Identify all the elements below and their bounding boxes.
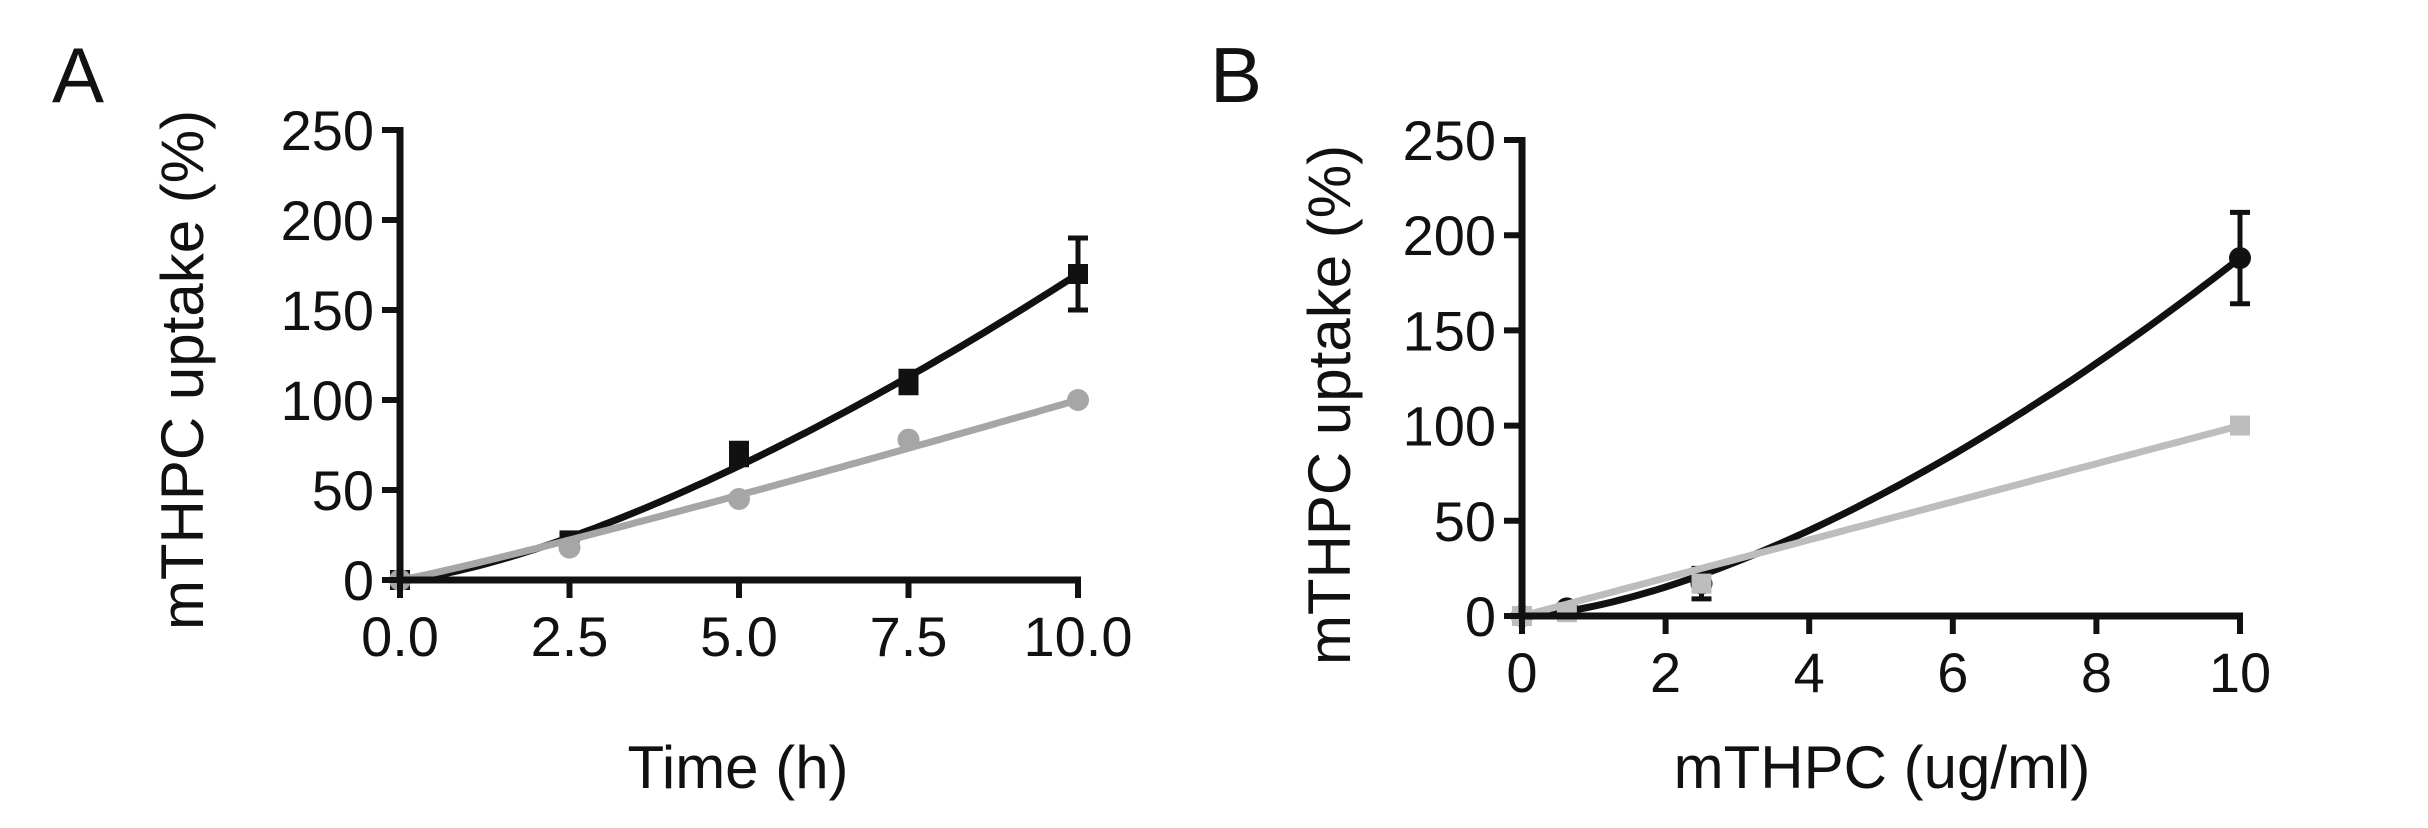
panel-a-y-tick-label: 50 xyxy=(312,459,374,522)
panel-b-grey-point xyxy=(1691,573,1712,594)
panel-a-ticks: 0 50 100 150 200 250 0.0 2.5 5.0 7.5 10.0 xyxy=(281,99,1133,668)
panel-a-y-tick-label: 150 xyxy=(281,279,374,342)
panel-b-grey-fit-line xyxy=(1518,422,2244,620)
panel-b-ticks: 0 50 100 150 200 250 0 2 4 6 8 10 xyxy=(1403,109,2272,704)
panel-a-grey-point xyxy=(897,428,920,451)
panel-b-y-tick-label: 100 xyxy=(1403,395,1496,458)
panel-b-x-tick-label: 6 xyxy=(1937,641,1968,704)
panel-b-x-tick-label: 8 xyxy=(2081,641,2112,704)
panel-b-grey-point xyxy=(2230,415,2250,436)
panel-a-x-tick-label: 7.5 xyxy=(870,605,948,668)
panel-b-x-tick-label: 0 xyxy=(1506,641,1537,704)
panel-a-x-tick-label: 5.0 xyxy=(700,605,778,668)
panel-a-y-axis-title: mTHPC uptake (%) xyxy=(149,110,216,630)
panel-a-black-point xyxy=(898,372,919,392)
panel-b-black-fit-line xyxy=(1518,254,2244,620)
panel-b-x-tick-label: 2 xyxy=(1650,641,1681,704)
panel-b-series xyxy=(1511,209,2251,627)
panel-a-grey-point xyxy=(728,488,750,510)
panel-b-x-tick-label: 10 xyxy=(2209,641,2271,704)
panel-a-black-point xyxy=(1068,264,1088,284)
panel-b-y-tick-label: 200 xyxy=(1403,204,1496,267)
panel-a: A 0 50 100 150 200 250 0.0 2.5 5.0 7.5 10.0 Time (… xyxy=(52,31,1133,801)
panel-b-y-tick-label: 50 xyxy=(1434,490,1496,553)
panel-a-x-tick-label: 10.0 xyxy=(1024,605,1133,668)
panel-b-black-point xyxy=(2229,247,2251,270)
panel-b-y-tick-label: 250 xyxy=(1403,109,1496,172)
panel-b-y-axis-title: mTHPC uptake (%) xyxy=(1296,145,1363,665)
panel-a-y-tick-label: 200 xyxy=(281,189,374,252)
panel-b-x-axis-title: mTHPC (ug/ml) xyxy=(1674,734,2091,801)
panel-a-series xyxy=(389,235,1089,591)
panel-a-black-point xyxy=(729,444,749,464)
panel-a-grey-point xyxy=(558,536,581,559)
panel-b-y-tick-label: 150 xyxy=(1403,299,1496,362)
panel-label-b: B xyxy=(1210,31,1262,119)
panel-b: B 0 50 100 150 200 250 0 2 4 6 8 10 mTHPC (ug/ml) m… xyxy=(1210,31,2271,801)
panel-a-y-tick-label: 250 xyxy=(281,99,374,162)
panel-b-x-tick-label: 4 xyxy=(1794,641,1825,704)
panel-a-x-axis-title: Time (h) xyxy=(627,734,848,801)
panel-a-y-tick-label: 100 xyxy=(281,369,374,432)
panel-a-x-tick-label: 0.0 xyxy=(361,605,439,668)
panel-a-y-tick-label: 0 xyxy=(343,549,374,612)
panel-label-a: A xyxy=(52,31,104,119)
panel-a-x-tick-label: 2.5 xyxy=(531,605,609,668)
panel-b-y-tick-label: 0 xyxy=(1465,585,1496,648)
panel-a-grey-point xyxy=(1067,389,1089,411)
